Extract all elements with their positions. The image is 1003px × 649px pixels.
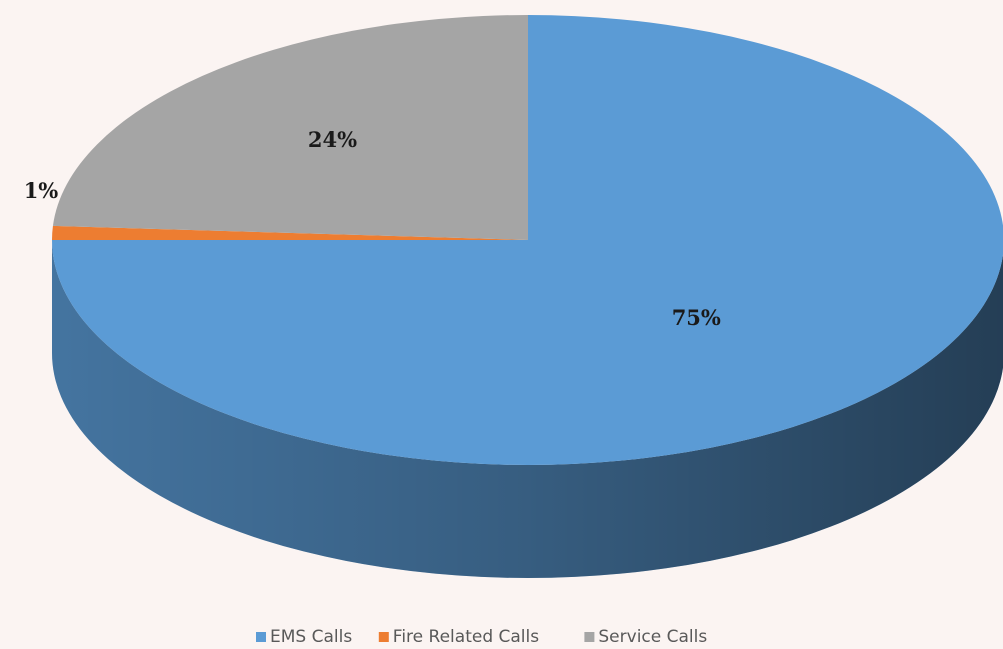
legend-label: EMS Calls — [270, 627, 352, 647]
slice-side-shade — [52, 240, 1003, 578]
data-label: 1% — [24, 178, 59, 203]
legend-swatch — [378, 632, 389, 642]
data-label: 24% — [308, 127, 357, 152]
slice — [52, 15, 529, 240]
legend-swatch — [584, 632, 595, 642]
legend-swatch — [256, 632, 266, 642]
slice — [52, 15, 1003, 465]
legend-label: Service Calls — [598, 627, 707, 647]
slice — [52, 225, 528, 240]
legend-label: Fire Related Calls — [393, 627, 539, 647]
data-label: 75% — [672, 305, 721, 330]
